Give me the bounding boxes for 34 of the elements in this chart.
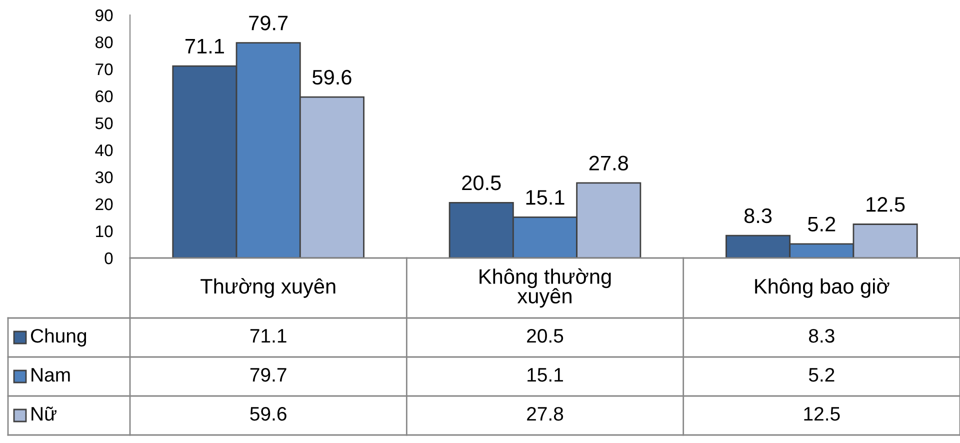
text: 20.5 bbox=[527, 328, 564, 343]
text: 27.8 bbox=[527, 406, 564, 421]
data-label: 15.1 bbox=[526, 190, 564, 205]
y-tick-label: 90 bbox=[96, 9, 113, 22]
data-label: 20.5 bbox=[462, 175, 501, 190]
data-label: 5.2 bbox=[808, 216, 836, 232]
data-label: 12.5 bbox=[866, 197, 905, 212]
y-tick-label: 30 bbox=[95, 171, 113, 184]
legend-label: Chung bbox=[30, 328, 86, 347]
text: 79.7 bbox=[250, 368, 286, 382]
y-tick-label: 40 bbox=[95, 144, 113, 156]
data-label: 27.8 bbox=[589, 156, 628, 170]
y-tick-label: 20 bbox=[96, 198, 113, 210]
y-tick-label: 70 bbox=[96, 63, 113, 76]
x-tick-label: Không thường xuyên bbox=[480, 268, 611, 308]
y-tick-label: 0 bbox=[104, 252, 113, 264]
x-tick-label: Thường xuyên bbox=[200, 278, 336, 298]
x-tick-label: Không bao giờ bbox=[755, 278, 890, 298]
text: 5.2 bbox=[808, 368, 834, 382]
y-tick-label: 50 bbox=[95, 117, 113, 130]
data-label: 59.6 bbox=[312, 70, 352, 85]
data-label: 79.7 bbox=[249, 16, 288, 30]
data-label: 8.3 bbox=[744, 208, 772, 224]
text: 15.1 bbox=[528, 368, 563, 382]
legend-label: Nữ bbox=[32, 406, 56, 421]
data-label: 71.1 bbox=[185, 39, 224, 54]
y-tick-label: 10 bbox=[96, 225, 113, 238]
y-tick-label: 80 bbox=[96, 36, 113, 48]
text: 71.1 bbox=[250, 329, 286, 343]
text: 8.3 bbox=[808, 328, 834, 343]
text: 59.6 bbox=[250, 406, 286, 421]
y-tick-label: 60 bbox=[96, 90, 113, 102]
legend-label: Nam bbox=[32, 368, 70, 382]
text: 12.5 bbox=[804, 406, 840, 421]
